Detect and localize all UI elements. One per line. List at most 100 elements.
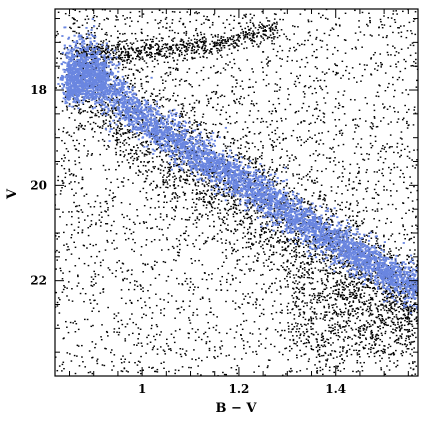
field-star: [223, 136, 226, 139]
field-star: [270, 291, 273, 294]
field-star: [217, 193, 220, 195]
field-star: [100, 113, 102, 115]
field-star: [327, 242, 330, 244]
field-star: [409, 54, 412, 57]
field-star: [64, 54, 67, 56]
field-star: [297, 123, 299, 125]
field-star: [124, 340, 127, 342]
field-star: [344, 52, 347, 54]
field-star: [334, 200, 336, 202]
field-star: [386, 365, 388, 367]
field-star: [365, 309, 368, 312]
field-star: [260, 157, 263, 160]
field-star: [229, 188, 231, 190]
field-star: [406, 187, 409, 190]
field-star: [208, 327, 211, 330]
field-star: [62, 361, 65, 363]
field-star: [195, 72, 198, 74]
field-star: [189, 21, 191, 23]
field-star: [166, 338, 168, 341]
field-star: [101, 51, 103, 53]
field-star: [147, 99, 149, 101]
field-star: [170, 158, 173, 161]
field-star: [183, 80, 186, 82]
field-star: [144, 264, 147, 266]
field-star: [131, 313, 133, 315]
field-star: [222, 22, 225, 24]
field-star: [224, 150, 227, 152]
field-star: [145, 221, 148, 223]
field-star: [354, 124, 356, 126]
field-star: [225, 257, 228, 259]
field-star: [182, 300, 185, 302]
field-star: [397, 306, 400, 309]
field-star: [185, 230, 187, 232]
field-star: [363, 159, 366, 161]
field-star: [408, 322, 410, 324]
field-star: [70, 173, 73, 175]
field-star: [173, 247, 175, 249]
field-star: [341, 60, 344, 63]
field-star: [406, 127, 409, 129]
field-star: [280, 303, 282, 305]
field-star: [339, 270, 341, 273]
field-star: [94, 273, 97, 275]
field-star: [298, 288, 300, 291]
field-star: [383, 24, 386, 26]
field-star: [176, 154, 178, 156]
field-star: [68, 159, 70, 162]
field-star: [268, 36, 271, 39]
field-star: [90, 53, 93, 56]
field-star: [174, 78, 177, 80]
field-star: [266, 172, 269, 174]
field-star: [221, 345, 224, 347]
field-star: [162, 169, 165, 172]
field-star: [404, 229, 406, 231]
field-star: [308, 31, 311, 33]
field-star: [186, 208, 189, 210]
field-star: [229, 122, 232, 125]
field-star: [281, 329, 283, 332]
field-star: [249, 86, 252, 88]
field-star: [103, 140, 106, 142]
field-star: [152, 99, 154, 101]
field-star: [399, 176, 401, 178]
field-star: [206, 135, 208, 137]
field-star: [401, 92, 404, 94]
field-star: [179, 11, 181, 13]
field-star: [278, 242, 281, 244]
field-star: [322, 269, 324, 272]
field-star: [64, 172, 67, 174]
field-star: [230, 230, 233, 233]
field-star: [235, 79, 238, 81]
field-star: [259, 188, 261, 191]
field-star: [94, 113, 97, 115]
field-star: [148, 160, 151, 163]
field-star: [408, 124, 410, 126]
field-star: [91, 213, 94, 216]
field-star: [203, 128, 206, 131]
field-star: [386, 290, 388, 293]
field-star: [323, 344, 326, 346]
field-star: [224, 208, 227, 210]
field-star: [198, 46, 201, 48]
field-star: [79, 48, 82, 50]
field-star: [234, 308, 237, 310]
field-star: [416, 159, 418, 161]
field-star: [234, 122, 236, 124]
field-star: [211, 193, 214, 196]
field-star: [406, 155, 409, 158]
field-star: [297, 270, 300, 273]
field-star: [268, 134, 270, 136]
field-star: [344, 39, 347, 42]
field-star: [408, 261, 410, 264]
field-star: [118, 45, 120, 47]
field-star: [252, 158, 254, 161]
field-star: [414, 373, 417, 375]
field-star: [380, 120, 382, 122]
field-star: [232, 278, 234, 280]
field-star: [344, 260, 347, 263]
field-star: [132, 84, 134, 87]
field-star: [351, 338, 353, 340]
field-star: [409, 285, 411, 287]
